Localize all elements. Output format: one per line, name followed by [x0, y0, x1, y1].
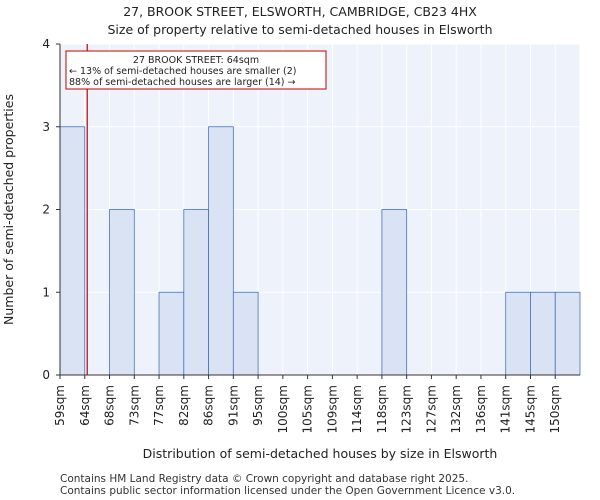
x-tick-label: 95sqm	[251, 385, 265, 426]
y-tick-label: 4	[42, 37, 50, 51]
annotation-line: 27 BROOK STREET: 64sqm	[133, 55, 259, 66]
annotation-line: ← 13% of semi-detached houses are smalle…	[69, 66, 297, 77]
x-tick-label: 109sqm	[325, 385, 339, 433]
x-tick-label: 73sqm	[127, 385, 141, 426]
histogram-bar	[59, 126, 86, 376]
histogram-bar	[208, 126, 234, 376]
x-tick-label: 150sqm	[548, 385, 562, 433]
x-tick-label: 132sqm	[449, 385, 463, 433]
chart-title-subtitle: Size of property relative to semi-detach…	[107, 22, 493, 37]
x-tick-label: 136sqm	[474, 385, 488, 433]
histogram-bar	[381, 209, 408, 376]
x-tick-label: 64sqm	[78, 385, 92, 426]
x-tick-label: 86sqm	[202, 385, 216, 426]
x-tick-label: 118sqm	[375, 385, 389, 433]
histogram-bar	[505, 291, 531, 376]
x-tick-label: 145sqm	[523, 385, 537, 433]
x-tick-label: 123sqm	[400, 385, 414, 433]
footer-licence: Contains public sector information licen…	[60, 485, 516, 497]
x-tick-label: 77sqm	[152, 385, 166, 426]
histogram-bar	[183, 209, 209, 376]
footer-copyright: Contains HM Land Registry data © Crown c…	[60, 473, 469, 485]
x-tick-label: 100sqm	[276, 385, 290, 433]
histogram-bar	[109, 209, 135, 376]
x-axis-title: Distribution of semi-detached houses by …	[143, 446, 498, 461]
histogram-bar	[158, 291, 185, 376]
y-tick-label: 2	[42, 203, 50, 217]
histogram-bar	[530, 291, 556, 376]
y-axis-title: Number of semi-detached properties	[1, 94, 16, 325]
annotation-line: 88% of semi-detached houses are larger (…	[69, 77, 296, 88]
x-tick-label: 59sqm	[53, 385, 67, 426]
x-tick-label: 127sqm	[424, 385, 438, 433]
y-tick-label: 3	[42, 120, 50, 134]
x-tick-label: 82sqm	[177, 385, 191, 426]
x-tick-label: 105sqm	[301, 385, 315, 433]
x-tick-label: 91sqm	[226, 385, 240, 426]
histogram-bar	[232, 291, 259, 376]
x-tick-label: 114sqm	[350, 385, 364, 433]
histogram-bar	[554, 291, 581, 376]
chart-title-address: 27, BROOK STREET, ELSWORTH, CAMBRIDGE, C…	[123, 4, 477, 19]
y-tick-label: 0	[42, 368, 50, 382]
y-tick-label: 1	[42, 285, 50, 299]
annotation-box	[65, 50, 327, 90]
x-tick-label: 141sqm	[499, 385, 513, 433]
x-tick-label: 68sqm	[103, 385, 117, 426]
